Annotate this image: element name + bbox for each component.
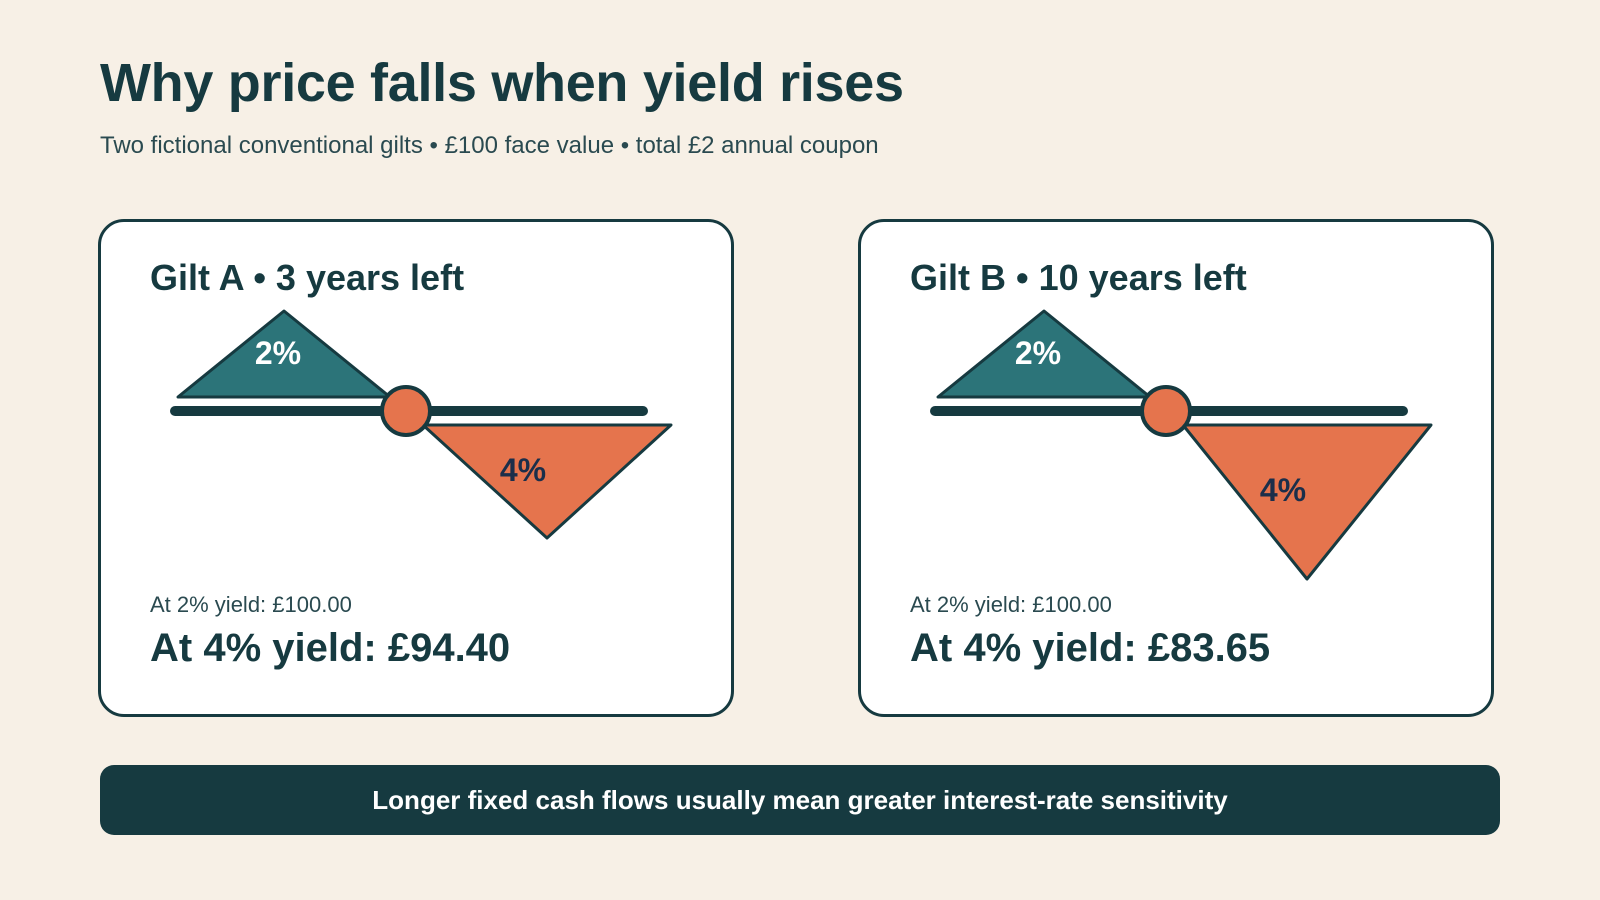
takeaway-banner: Longer fixed cash flows usually mean gre… — [100, 765, 1500, 835]
gilt-a-yield-2-triangle — [176, 309, 392, 399]
gilt-a-title: Gilt A • 3 years left — [150, 257, 465, 298]
gilt-b-base-price: At 2% yield: £100.00 — [910, 592, 1112, 617]
gilt-b-card: Gilt B • 10 years left 2% 4% At 2% yield… — [858, 219, 1494, 717]
gilt-b-yield-4-triangle — [1181, 423, 1433, 581]
gilt-b-yield-2-triangle — [936, 309, 1152, 399]
gilt-a-yield-4-triangle — [421, 423, 673, 540]
gilt-a-low-yield-label: 2% — [255, 335, 301, 371]
gilt-b-pivot — [1140, 385, 1192, 437]
gilt-b-high-yield-label: 4% — [1260, 472, 1306, 508]
gilt-b-new-price: At 4% yield: £83.65 — [910, 626, 1271, 670]
takeaway-text: Longer fixed cash flows usually mean gre… — [372, 784, 1228, 815]
gilt-a-new-price: At 4% yield: £94.40 — [150, 626, 511, 670]
gilt-a-base-price: At 2% yield: £100.00 — [150, 592, 352, 617]
page-subtitle: Two fictional conventional gilts • £100 … — [100, 132, 879, 159]
gilt-a-high-yield-label: 4% — [500, 452, 546, 488]
page-title: Why price falls when yield rises — [100, 53, 904, 113]
gilt-a-card: Gilt A • 3 years left 2% 4% At 2% yield:… — [98, 219, 734, 717]
gilt-a-pivot — [380, 385, 432, 437]
gilt-b-seesaw-diagram: 2% 4% — [930, 309, 1433, 581]
gilt-a-seesaw-diagram: 2% 4% — [170, 309, 673, 540]
gilt-b-low-yield-label: 2% — [1015, 335, 1061, 371]
gilt-b-title: Gilt B • 10 years left — [910, 257, 1247, 298]
